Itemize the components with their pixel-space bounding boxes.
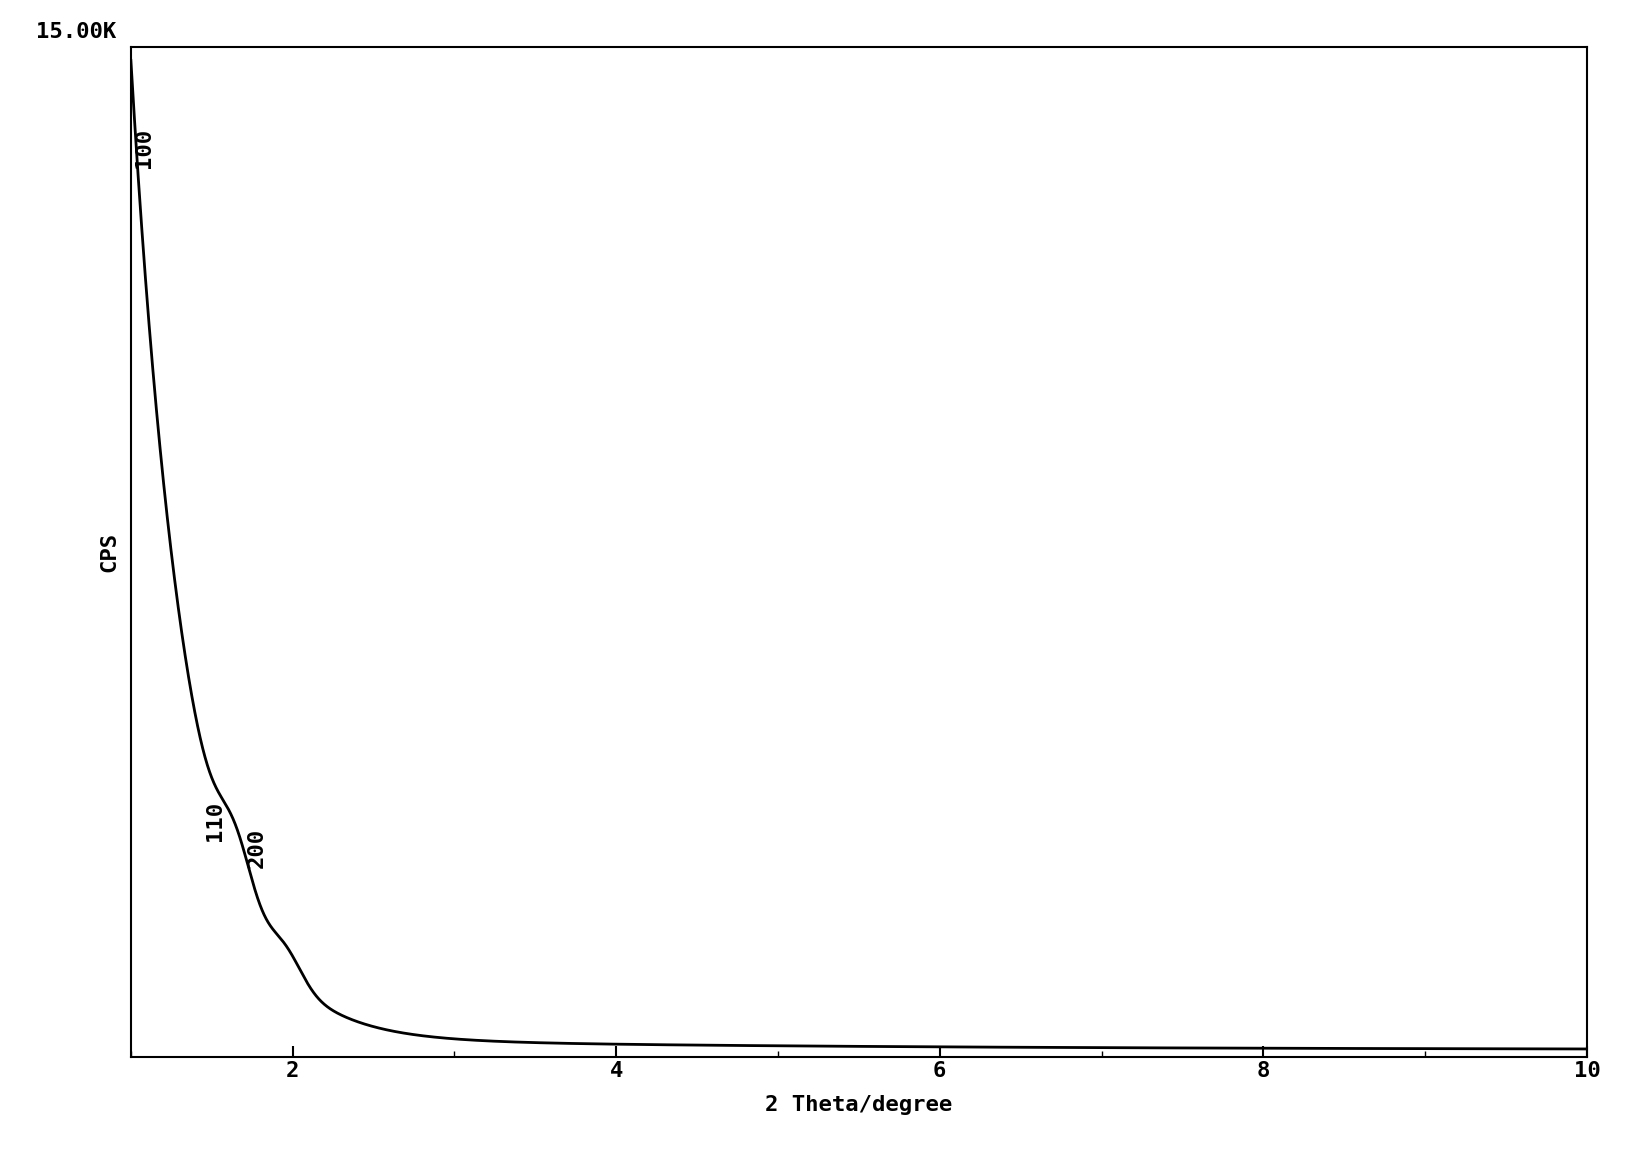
Text: 100: 100	[134, 128, 154, 168]
Y-axis label: CPS: CPS	[100, 532, 119, 572]
Text: 110: 110	[204, 801, 226, 841]
X-axis label: 2 Theta/degree: 2 Theta/degree	[766, 1095, 952, 1115]
Text: 15.00K: 15.00K	[36, 22, 116, 42]
Text: 200: 200	[247, 828, 267, 868]
